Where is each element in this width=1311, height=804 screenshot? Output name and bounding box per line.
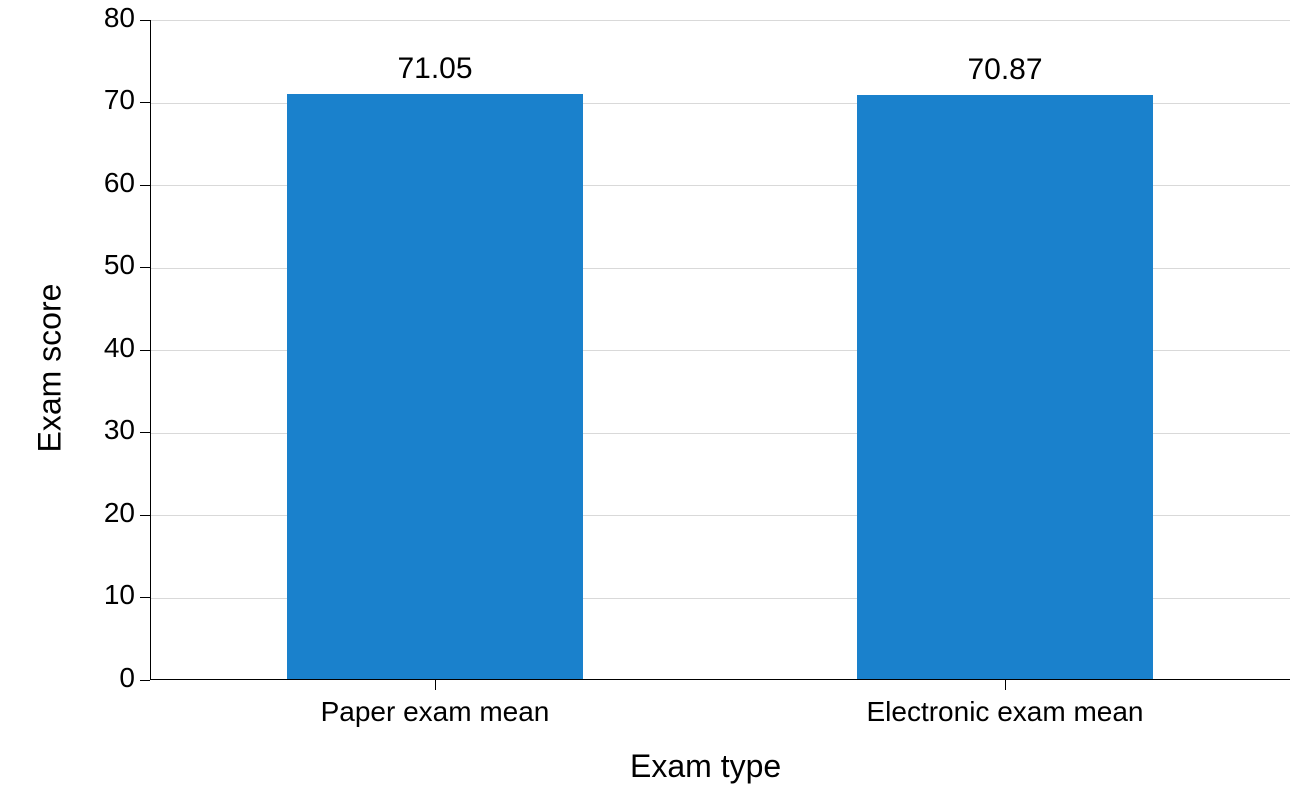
x-tick-mark (435, 680, 436, 690)
y-tick-label: 80 (75, 2, 135, 34)
exam-score-bar-chart: Exam score 0 10 20 30 40 50 60 70 80 Paper exam … (0, 0, 1311, 804)
bar-data-label: 71.05 (150, 52, 720, 86)
y-tick-mark (140, 515, 150, 516)
x-category-label: Paper exam mean (150, 696, 720, 728)
x-category-label: Electronic exam mean (720, 696, 1290, 728)
y-tick-mark (140, 680, 150, 681)
x-axis-title: Exam type (630, 748, 781, 785)
y-tick-label: 70 (75, 84, 135, 116)
bar (857, 95, 1153, 680)
y-tick-mark (140, 432, 150, 433)
bar-data-label: 70.87 (720, 53, 1290, 87)
plot-area (150, 20, 1290, 680)
y-tick-mark (140, 185, 150, 186)
y-tick-label: 60 (75, 167, 135, 199)
x-tick-mark (1005, 680, 1006, 690)
y-tick-label: 20 (75, 497, 135, 529)
y-tick-label: 30 (75, 414, 135, 446)
y-axis-line (150, 20, 151, 680)
y-tick-label: 10 (75, 579, 135, 611)
x-axis-line (150, 679, 1290, 680)
gridline (150, 20, 1290, 21)
y-tick-label: 0 (75, 662, 135, 694)
y-tick-mark (140, 20, 150, 21)
y-tick-label: 40 (75, 332, 135, 364)
y-tick-label: 50 (75, 249, 135, 281)
y-tick-mark (140, 267, 150, 268)
y-axis-title: Exam score (32, 253, 69, 453)
y-tick-mark (140, 102, 150, 103)
y-tick-mark (140, 350, 150, 351)
y-tick-mark (140, 597, 150, 598)
bar (287, 94, 583, 680)
